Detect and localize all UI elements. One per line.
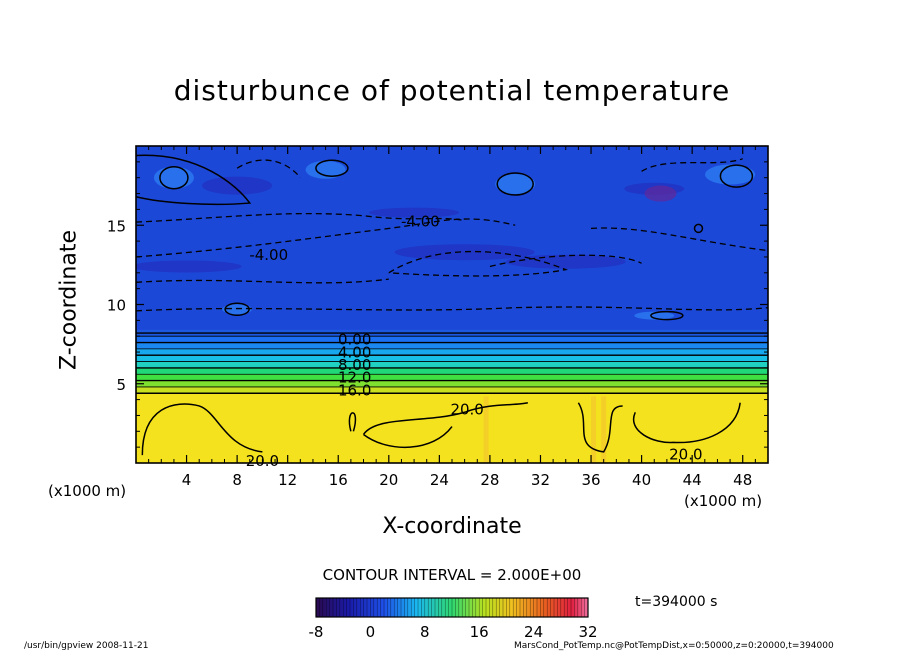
purple-patch bbox=[644, 185, 677, 202]
x-unit-label-right: (x1000 m) bbox=[684, 492, 763, 510]
colorbar-tick-label: 32 bbox=[578, 623, 597, 641]
colorbar-tick-label: -8 bbox=[309, 623, 324, 641]
light-patch-2 bbox=[495, 174, 536, 195]
contour-loop-0 bbox=[159, 165, 189, 190]
x-unit-label-left: (x1000 m) bbox=[48, 482, 127, 500]
contour-loop-3 bbox=[719, 164, 754, 188]
contour-label-4: 8.00 bbox=[338, 356, 371, 374]
contour-label-7: 20.0 bbox=[450, 400, 483, 418]
contour-label-0: -4.00 bbox=[401, 212, 440, 230]
contour-neg-7 bbox=[136, 306, 768, 312]
contour-label-6: 16.0 bbox=[338, 381, 371, 399]
orange-streak-0 bbox=[483, 396, 489, 463]
contour-20-2 bbox=[362, 402, 529, 435]
x-tick-label: 20 bbox=[379, 471, 398, 489]
dark-patch-1 bbox=[394, 244, 535, 261]
colorbar-tick-label: 0 bbox=[366, 623, 376, 641]
contour-neg-0 bbox=[136, 218, 516, 258]
light-patch-1 bbox=[305, 160, 346, 179]
chart-title: disturbunce of potential temperature bbox=[173, 74, 731, 107]
contour-neg-4 bbox=[590, 227, 768, 252]
colorbar-tick-label: 16 bbox=[470, 623, 489, 641]
x-tick-label: 32 bbox=[531, 471, 550, 489]
x-tick-label: 36 bbox=[581, 471, 600, 489]
transition-stripe-3 bbox=[136, 367, 768, 375]
contour-20-0 bbox=[141, 403, 263, 456]
colorbar-tick-label: 8 bbox=[420, 623, 430, 641]
contour-label-2: 0.00 bbox=[338, 331, 371, 349]
contour-loop-1 bbox=[315, 159, 349, 177]
y-tick-label: 15 bbox=[107, 217, 126, 235]
dark-patch-2 bbox=[505, 254, 626, 269]
time-label: t=394000 s bbox=[635, 594, 718, 610]
x-tick-label: 12 bbox=[278, 471, 297, 489]
transition-stripe-5 bbox=[136, 355, 768, 362]
orange-streak-2 bbox=[601, 396, 607, 463]
contour-neg-8 bbox=[136, 278, 389, 284]
contour-neg-3 bbox=[489, 254, 642, 268]
contour-neg-6 bbox=[236, 159, 301, 179]
x-tick-label: 28 bbox=[480, 471, 499, 489]
contour-label-5: 12.0 bbox=[338, 369, 371, 387]
transition-stripe-8 bbox=[136, 336, 768, 343]
transition-stripe-4 bbox=[136, 361, 768, 368]
colorbar-frame bbox=[315, 597, 589, 618]
contour-neg-5 bbox=[641, 158, 743, 172]
dark-patch-5 bbox=[136, 260, 242, 273]
transition-stripe-0 bbox=[136, 386, 768, 394]
contour-loop-2 bbox=[496, 172, 534, 196]
contour-interval-label: CONTOUR INTERVAL = 2.000E+00 bbox=[322, 566, 582, 584]
y-tick-label: 5 bbox=[116, 376, 126, 394]
transition-stripe-2 bbox=[136, 374, 768, 381]
x-tick-label: 48 bbox=[733, 471, 752, 489]
transition-stripe-6 bbox=[136, 348, 768, 356]
contour-neg-2 bbox=[388, 250, 569, 277]
transition-stripe-7 bbox=[136, 342, 768, 349]
dark-patch-3 bbox=[369, 207, 460, 218]
contour-label-3: 4.00 bbox=[338, 343, 371, 361]
light-patch-4 bbox=[222, 304, 253, 315]
contour-label-9: 20.0 bbox=[669, 445, 702, 463]
x-tick-label: 4 bbox=[182, 471, 192, 489]
footer-left: /usr/bin/gpview 2008-11-21 bbox=[24, 641, 149, 651]
footer-right: MarsCond_PotTemp.nc@PotTempDist,x=0:5000… bbox=[514, 641, 834, 651]
x-axis-label: X-coordinate bbox=[382, 514, 522, 539]
light-patch-3 bbox=[705, 164, 756, 185]
contour-loop-6 bbox=[693, 223, 704, 234]
band-0 bbox=[136, 393, 768, 463]
contour-loop-5 bbox=[650, 310, 684, 321]
light-patch-5 bbox=[634, 311, 675, 320]
contour-20-3 bbox=[363, 426, 453, 449]
x-tick-label: 44 bbox=[683, 471, 702, 489]
contour-20-5 bbox=[632, 402, 741, 444]
x-tick-label: 24 bbox=[430, 471, 449, 489]
contour-20-4 bbox=[577, 402, 623, 453]
contour-label-1: -4.00 bbox=[249, 246, 288, 264]
x-tick-label: 16 bbox=[329, 471, 348, 489]
x-tick-label: 8 bbox=[232, 471, 242, 489]
orange-streak-1 bbox=[591, 396, 597, 463]
contour-corner bbox=[136, 154, 252, 206]
contour-20-1 bbox=[348, 412, 357, 432]
light-patch-0 bbox=[153, 166, 194, 189]
transition-stripe-1 bbox=[136, 380, 768, 387]
dark-patch-0 bbox=[202, 176, 273, 195]
colorbar-tick-label: 24 bbox=[524, 623, 543, 641]
y-tick-label: 10 bbox=[107, 297, 126, 315]
contour-loop-4 bbox=[224, 302, 250, 317]
x-tick-label: 40 bbox=[632, 471, 651, 489]
